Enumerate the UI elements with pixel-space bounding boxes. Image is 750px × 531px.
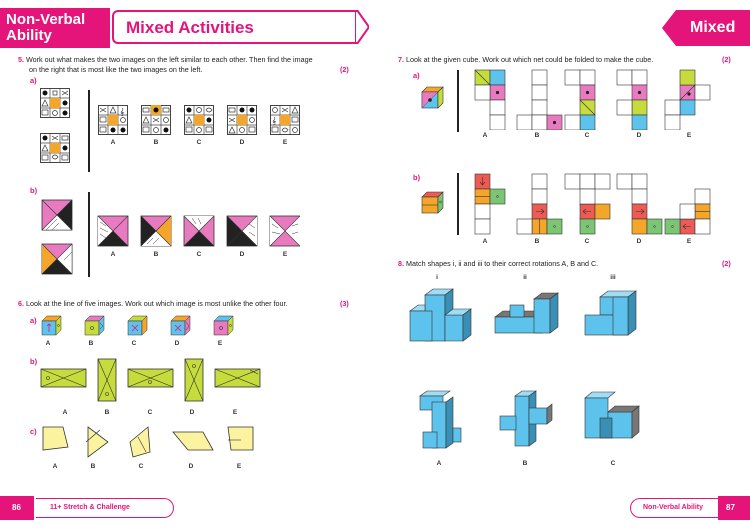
- q5-text: 5. Work out what makes the two images on…: [18, 55, 358, 75]
- q8-text-line: Match shapes i, ii and iii to their corr…: [406, 259, 599, 268]
- left-section-tab-line1: Non-Verbal: [6, 11, 86, 28]
- q6b-option-a[interactable]: A: [62, 409, 68, 416]
- q6a-option-b[interactable]: B: [88, 340, 94, 347]
- q8-shape-label-i: i: [436, 274, 438, 281]
- q8-marks: (2): [722, 259, 731, 268]
- q5b-option-e[interactable]: E: [282, 251, 288, 258]
- svg-text:𝄞: 𝄞: [120, 107, 124, 117]
- page-title-banner: Mixed Activities: [112, 10, 357, 44]
- q7a-option-a[interactable]: A: [482, 132, 488, 139]
- q6-text: 6. Look at the line of five images. Work…: [18, 299, 338, 309]
- q7b-option-b[interactable]: B: [534, 238, 540, 245]
- q7-marks: (2): [722, 55, 731, 64]
- q6a-cubes: [41, 315, 234, 336]
- left-section-tab-line2: Ability: [6, 27, 52, 44]
- q8-rotation-label-a: A: [436, 460, 442, 467]
- q5-marks: (2): [340, 65, 349, 74]
- q7a-divider: [457, 70, 459, 132]
- svg-text:𝄞: 𝄞: [272, 116, 276, 126]
- q6b-rectangles: [40, 358, 261, 402]
- q6b-option-e[interactable]: E: [232, 409, 238, 416]
- q6a-option-e[interactable]: E: [217, 340, 223, 347]
- left-footer-title: 11+ Stretch & Challenge: [36, 498, 174, 518]
- right-footer-title: Non-Verbal Ability: [630, 498, 718, 518]
- q6c-option-b[interactable]: B: [90, 463, 96, 470]
- q8-shape-label-iii: iii: [610, 274, 616, 281]
- q7-number: 7.: [398, 55, 404, 64]
- q7a-nets: [474, 69, 711, 130]
- q5a-option-a[interactable]: A: [110, 139, 116, 146]
- q5a-option-d[interactable]: D: [239, 139, 245, 146]
- q6-part-c-label: c): [30, 427, 37, 436]
- q6c-option-e[interactable]: E: [236, 463, 242, 470]
- q6b-option-d[interactable]: D: [189, 409, 195, 416]
- q7b-option-c[interactable]: C: [584, 238, 590, 245]
- q5b-option-b[interactable]: B: [153, 251, 159, 258]
- q5a-example-grid-2: [40, 133, 70, 163]
- q7a-given-cube: [421, 86, 444, 109]
- q8-shapes-top: [409, 288, 637, 342]
- q7-part-b-label: b): [413, 173, 421, 182]
- q5-text-line1: Work out what makes the two images on th…: [26, 55, 313, 64]
- q5a-option-c[interactable]: C: [196, 139, 202, 146]
- q5-part-b-label: b): [30, 186, 38, 195]
- q7b-divider: [457, 173, 459, 235]
- q7-part-a-label: a): [413, 71, 420, 80]
- q5a-example-grid-1: [40, 88, 70, 118]
- q7-text: 7. Look at the given cube. Work out whic…: [398, 55, 718, 65]
- q5b-example-squares: [41, 199, 73, 275]
- q5-text-line2: on the right that is most like the two i…: [29, 65, 203, 74]
- right-page-number: 87: [718, 496, 750, 520]
- q6-part-b-label: b): [30, 357, 38, 366]
- q5a-divider: [88, 90, 90, 172]
- q6b-option-b[interactable]: B: [104, 409, 110, 416]
- q6c-option-c[interactable]: C: [138, 463, 144, 470]
- q7-text-line: Look at the given cube. Work out which n…: [406, 55, 654, 64]
- q8-rotations-bottom: [419, 390, 640, 449]
- q8-shape-label-ii: ii: [523, 274, 527, 281]
- q6-part-a-label: a): [30, 316, 37, 325]
- q6a-option-d[interactable]: D: [174, 340, 180, 347]
- q6-text-line: Look at the line of five images. Work ou…: [26, 299, 288, 308]
- q6c-option-a[interactable]: A: [52, 463, 58, 470]
- q7b-option-a[interactable]: A: [482, 238, 488, 245]
- q6c-shapes: [42, 426, 254, 458]
- right-section-tab: Mixed: [662, 10, 750, 46]
- title-arrow-icon: [355, 10, 369, 44]
- q5b-option-c[interactable]: C: [196, 251, 202, 258]
- q7a-option-c[interactable]: C: [584, 132, 590, 139]
- q5-part-a-label: a): [30, 76, 37, 85]
- q7b-option-e[interactable]: E: [686, 238, 692, 245]
- q6c-option-d[interactable]: D: [188, 463, 194, 470]
- left-section-tab: Non-Verbal Ability: [0, 8, 110, 48]
- q6-marks: (3): [340, 299, 349, 308]
- q6a-option-a[interactable]: A: [45, 340, 51, 347]
- q8-text: 8. Match shapes i, ii and iii to their c…: [398, 259, 718, 269]
- q6-number: 6.: [18, 299, 24, 308]
- left-page-number: 86: [0, 496, 34, 520]
- q6b-option-c[interactable]: C: [147, 409, 153, 416]
- q7b-nets: [474, 173, 711, 235]
- q7a-option-b[interactable]: B: [534, 132, 540, 139]
- q7a-option-e[interactable]: E: [686, 132, 692, 139]
- page-title: Mixed Activities: [126, 18, 254, 37]
- q8-rotation-label-b: B: [522, 460, 528, 467]
- q5b-option-a[interactable]: A: [110, 251, 116, 258]
- q5a-option-e[interactable]: E: [282, 139, 288, 146]
- q6a-option-c[interactable]: C: [131, 340, 137, 347]
- q7a-option-d[interactable]: D: [636, 132, 642, 139]
- q8-rotation-label-c: C: [610, 460, 616, 467]
- q5b-option-d[interactable]: D: [239, 251, 245, 258]
- q5b-divider: [88, 192, 90, 277]
- q5-number: 5.: [18, 55, 24, 64]
- q7b-option-d[interactable]: D: [636, 238, 642, 245]
- q5b-option-squares: [97, 215, 300, 247]
- q5a-option-b[interactable]: B: [153, 139, 159, 146]
- q7b-given-cube: [421, 191, 444, 214]
- q5a-option-grids: 𝄞: [98, 105, 300, 135]
- q8-number: 8.: [398, 259, 404, 268]
